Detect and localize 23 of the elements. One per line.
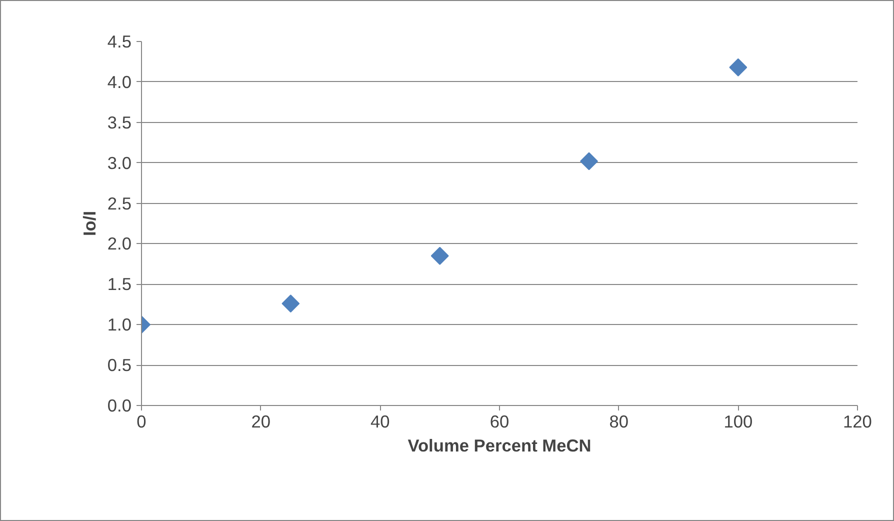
y-tick-label: 0.0 [107,396,132,416]
x-tick-label: 0 [136,412,146,432]
x-tick-label: 20 [251,412,270,432]
x-tick-label: 80 [609,412,628,432]
y-tick-label: 4.0 [107,72,132,92]
y-axis-title: Io/I [79,210,100,236]
y-tick-label: 3.0 [107,152,132,173]
y-tick-label: 1.5 [107,274,132,294]
x-tick-label: 120 [843,412,872,432]
x-tick-label: 40 [370,412,390,432]
point [282,294,300,313]
x-tick-label: 100 [724,412,753,432]
y-tick-label: 2.5 [107,193,132,214]
x-tick-label: 60 [490,412,510,432]
point [580,152,598,170]
y-tick-label: 1.0 [107,314,132,335]
x-axis-title: Volume Percent MeCN [408,436,592,456]
y-tick-label: 0.5 [107,355,132,376]
point [729,58,748,76]
point [430,246,449,265]
y-tick-label: 2.0 [107,234,132,254]
y-tick-label: 3.5 [107,112,132,132]
y-tick-label: 4.5 [107,32,132,52]
